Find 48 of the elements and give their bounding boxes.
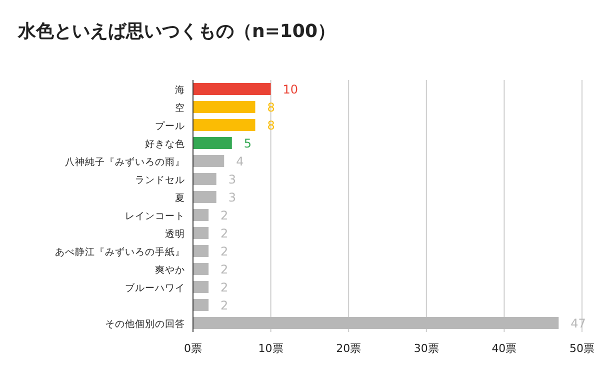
data-label: 47 [570,316,586,330]
y-tick-label: その他個別の回答 [105,318,185,330]
data-label: 2 [220,262,228,276]
y-tick-label: プール [155,120,185,132]
x-tick-label: 50票 [570,342,594,355]
y-tick-label: あべ静江『みずいろの手紙』 [55,246,185,258]
bar [193,119,256,131]
bar [193,281,209,293]
data-label: 5 [244,136,252,150]
data-label: 8 [267,100,275,114]
bar [193,209,209,221]
y-tick-label: ブルーハワイ [125,282,185,294]
y-tick-label: 夏 [175,193,185,204]
bar [193,227,209,239]
data-label: 2 [220,208,228,222]
data-label: 2 [220,226,228,240]
y-tick-label: 八神純子『みずいろの雨』 [65,156,185,168]
data-label: 3 [228,190,236,204]
data-label: 2 [220,280,228,294]
data-label: 2 [220,244,228,258]
bar [193,155,224,167]
x-tick-label: 20票 [336,342,362,355]
y-tick-label: 爽やか [155,264,185,276]
y-tick-label: 海 [175,84,185,96]
y-tick-label: 空 [175,102,185,114]
y-tick-label: 透明 [165,228,185,240]
data-label: 4 [236,154,244,168]
data-label: 3 [228,172,236,186]
chart-title: 水色といえば思いつくもの（n=100） [17,21,336,42]
bar [193,317,559,329]
y-tick-label: ランドセル [135,175,185,186]
x-tick-label: 10票 [258,342,284,355]
data-label: 10 [282,82,298,96]
x-tick-label: 30票 [414,342,439,355]
bar [193,83,271,95]
x-tick-label: 0票 [184,342,202,355]
bar [193,263,209,275]
data-label: 8 [267,118,275,132]
bar [193,299,209,311]
y-tick-label: 好きな色 [145,138,185,150]
bar [193,173,216,185]
bar [193,191,216,203]
bar [193,137,232,149]
data-label: 2 [220,298,228,312]
y-tick-label: レインコート [125,211,185,222]
x-tick-label: 40票 [492,342,517,355]
bar [193,245,209,257]
bar [193,101,256,113]
